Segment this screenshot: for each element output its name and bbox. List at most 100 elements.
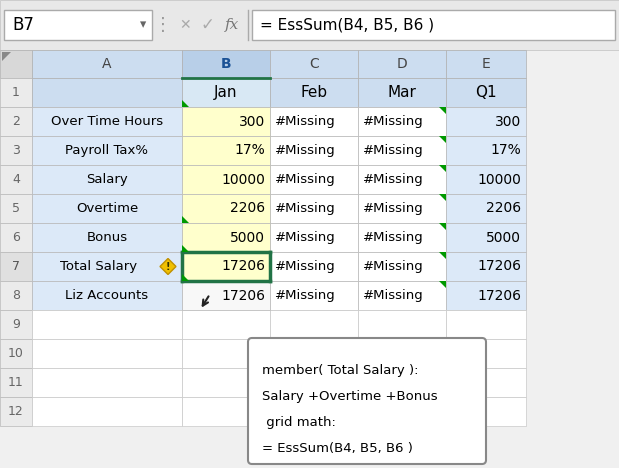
Text: 17206: 17206 xyxy=(477,288,521,302)
Text: 12: 12 xyxy=(8,405,24,418)
Text: B: B xyxy=(221,57,232,71)
Bar xyxy=(446,252,526,281)
Bar xyxy=(0,136,32,165)
Bar xyxy=(446,165,526,194)
Bar xyxy=(0,107,32,136)
FancyBboxPatch shape xyxy=(248,338,486,464)
Bar xyxy=(32,281,182,310)
Text: 2: 2 xyxy=(12,115,20,128)
Bar xyxy=(270,165,358,194)
Text: D: D xyxy=(397,57,407,71)
Polygon shape xyxy=(2,52,11,61)
Bar xyxy=(446,107,526,136)
Text: #Missing: #Missing xyxy=(363,231,424,244)
Polygon shape xyxy=(439,194,446,201)
Bar xyxy=(182,310,270,339)
Bar xyxy=(32,78,182,107)
Polygon shape xyxy=(182,216,189,223)
Bar xyxy=(4,10,152,40)
Text: #Missing: #Missing xyxy=(275,173,335,186)
Text: #Missing: #Missing xyxy=(275,231,335,244)
Bar xyxy=(32,339,182,368)
Bar xyxy=(358,165,446,194)
Text: ⋮: ⋮ xyxy=(154,16,172,34)
Text: #Missing: #Missing xyxy=(363,173,424,186)
Text: #Missing: #Missing xyxy=(363,289,424,302)
Bar xyxy=(0,50,32,78)
Bar xyxy=(0,310,32,339)
Text: 5000: 5000 xyxy=(486,231,521,244)
Text: #Missing: #Missing xyxy=(363,144,424,157)
Text: #Missing: #Missing xyxy=(275,115,335,128)
Bar xyxy=(270,223,358,252)
Bar xyxy=(182,165,270,194)
Text: Q1: Q1 xyxy=(475,85,497,100)
Bar xyxy=(32,136,182,165)
Text: 4: 4 xyxy=(12,173,20,186)
Bar xyxy=(358,252,446,281)
Text: 6: 6 xyxy=(12,231,20,244)
Text: 17206: 17206 xyxy=(221,259,265,273)
Bar xyxy=(446,78,526,107)
Bar xyxy=(358,310,446,339)
Bar xyxy=(270,368,358,397)
Text: 3: 3 xyxy=(12,144,20,157)
Bar xyxy=(0,78,32,107)
Bar xyxy=(252,10,615,40)
Polygon shape xyxy=(439,165,446,172)
Text: ▾: ▾ xyxy=(140,19,146,31)
Text: 10: 10 xyxy=(8,347,24,360)
Text: 17206: 17206 xyxy=(221,288,265,302)
Bar xyxy=(0,0,619,50)
Text: E: E xyxy=(482,57,490,71)
Polygon shape xyxy=(182,100,189,107)
Bar xyxy=(446,339,526,368)
Text: 2206: 2206 xyxy=(230,202,265,215)
Bar xyxy=(270,194,358,223)
Polygon shape xyxy=(160,258,176,275)
Bar xyxy=(32,107,182,136)
Bar xyxy=(358,368,446,397)
Bar xyxy=(0,339,32,368)
Polygon shape xyxy=(439,223,446,230)
Bar xyxy=(446,50,526,78)
Bar xyxy=(32,397,182,426)
Bar xyxy=(446,281,526,310)
Text: #Missing: #Missing xyxy=(275,144,335,157)
Text: Liz Accounts: Liz Accounts xyxy=(66,289,149,302)
Bar xyxy=(446,194,526,223)
Bar xyxy=(270,107,358,136)
Bar xyxy=(358,50,446,78)
Bar xyxy=(0,368,32,397)
Text: 300: 300 xyxy=(495,115,521,129)
Text: 17206: 17206 xyxy=(477,259,521,273)
Text: 10000: 10000 xyxy=(221,173,265,187)
Text: !: ! xyxy=(166,262,170,271)
Text: 7: 7 xyxy=(12,260,20,273)
Bar xyxy=(182,281,270,310)
Text: 11: 11 xyxy=(8,376,24,389)
Bar xyxy=(182,107,270,136)
Bar xyxy=(32,368,182,397)
Text: Jan: Jan xyxy=(214,85,238,100)
Bar xyxy=(358,194,446,223)
Text: #Missing: #Missing xyxy=(363,260,424,273)
Bar xyxy=(0,194,32,223)
Bar xyxy=(182,368,270,397)
Polygon shape xyxy=(182,245,189,252)
Polygon shape xyxy=(439,281,446,288)
Text: 1: 1 xyxy=(12,86,20,99)
Text: #Missing: #Missing xyxy=(275,202,335,215)
Text: 5: 5 xyxy=(12,202,20,215)
Bar xyxy=(182,50,270,78)
Text: Overtime: Overtime xyxy=(76,202,138,215)
Bar xyxy=(446,397,526,426)
Text: 8: 8 xyxy=(12,289,20,302)
Text: 2206: 2206 xyxy=(486,202,521,215)
Bar xyxy=(358,339,446,368)
Bar xyxy=(270,78,358,107)
Text: Feb: Feb xyxy=(300,85,327,100)
Text: Over Time Hours: Over Time Hours xyxy=(51,115,163,128)
Text: Total Salary: Total Salary xyxy=(61,260,137,273)
Text: = EssSum(B4, B5, B6 ): = EssSum(B4, B5, B6 ) xyxy=(262,442,413,455)
